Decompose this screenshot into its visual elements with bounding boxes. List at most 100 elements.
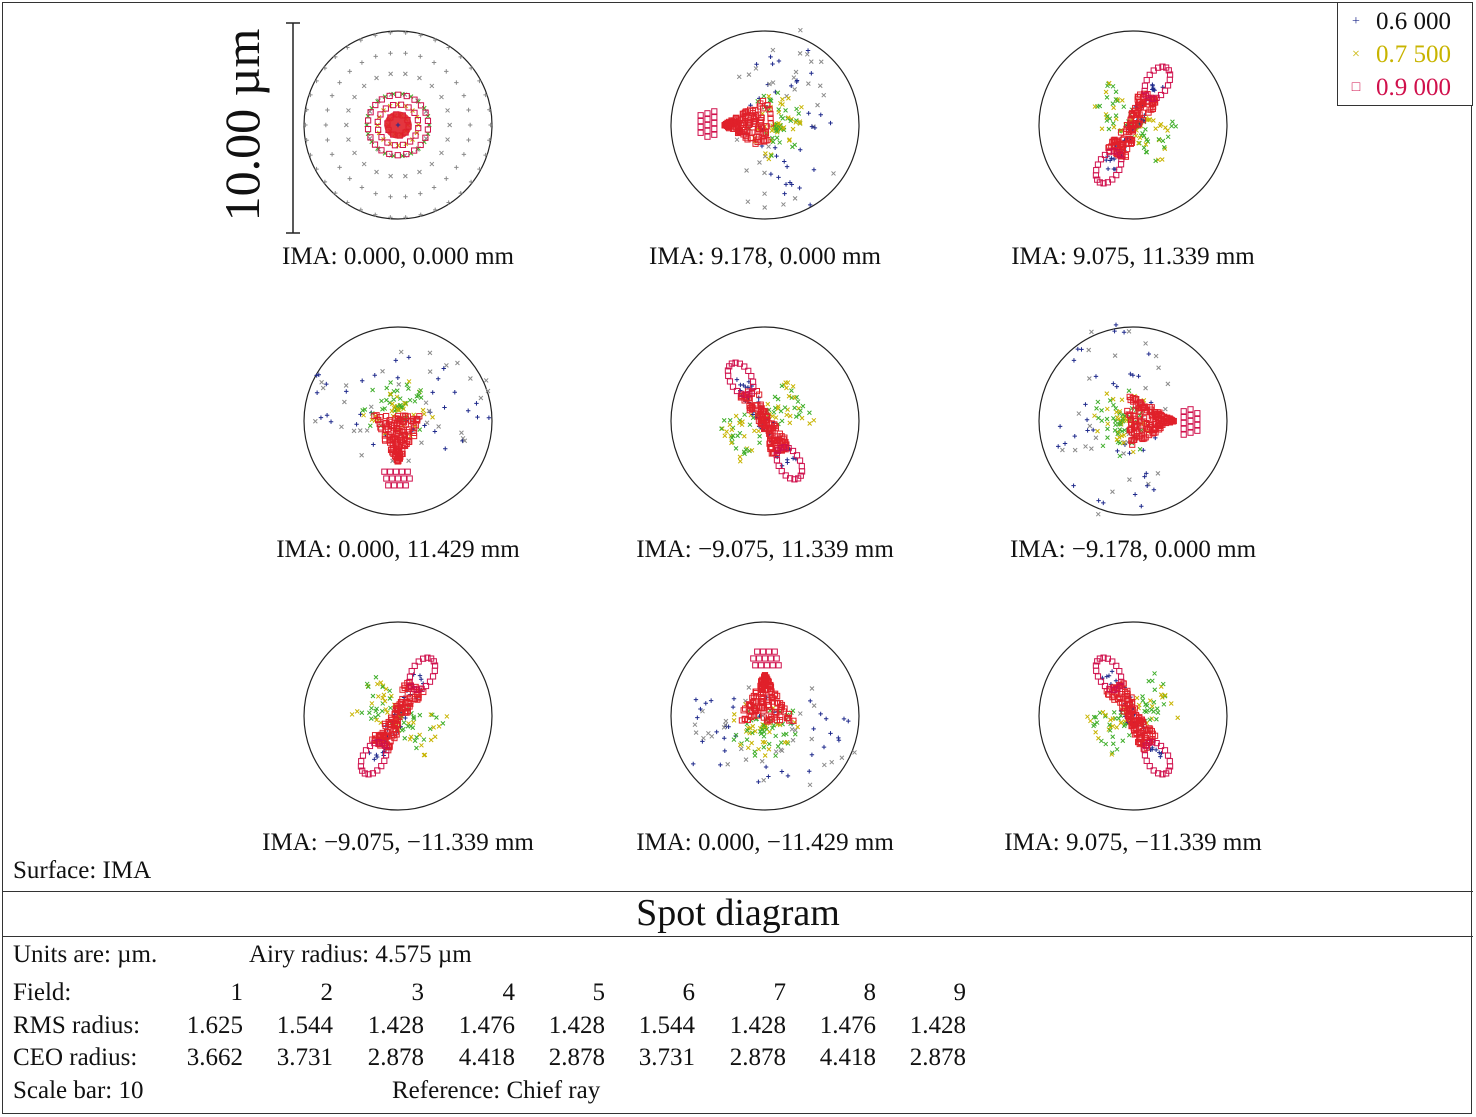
spot-point-plus: [443, 446, 448, 451]
spot-point-cross: [773, 125, 779, 131]
spot-point-cross: [387, 400, 393, 406]
spot-point-plus: [698, 706, 703, 712]
spot-point-square: [769, 429, 776, 436]
spot-point-cross: [807, 421, 813, 426]
spot-point-square: [773, 710, 780, 717]
spot-point-square: [1139, 427, 1146, 434]
spot-point-plus: [329, 93, 335, 98]
spot-point-plus: [322, 65, 328, 71]
spot-point-square: [1131, 422, 1139, 430]
spot-point-plus: [768, 54, 773, 60]
spot-point-plus: [318, 415, 324, 420]
spot-point-square: [1125, 713, 1132, 720]
spot-point-plus: [782, 191, 787, 196]
spot-point-cross: [1111, 402, 1116, 408]
spot-point-square: [1125, 128, 1132, 135]
spot-point-cross: [369, 705, 374, 711]
spot-point-plus: [373, 54, 378, 59]
spot-point-square: [1124, 407, 1131, 415]
spot-point-plus: [785, 457, 790, 462]
spot-point-plus: [691, 761, 696, 767]
spot-point-cross: [1114, 725, 1120, 730]
spot-point-square: [1187, 429, 1194, 436]
spot-point-cross: [1086, 376, 1092, 381]
spot-point-plus: [807, 769, 812, 774]
spot-point-cross: [1126, 732, 1132, 738]
spot-point-square: [1097, 156, 1105, 163]
spot-point-plus: [722, 736, 727, 741]
spot-point-cross: [346, 137, 351, 142]
spot-point-square: [406, 678, 413, 686]
spot-point-plus: [461, 93, 467, 98]
airy-disk-circle: [670, 621, 860, 811]
spot-point-cross: [1151, 699, 1157, 705]
spot-point-cross: [414, 745, 419, 751]
field-caption-8: IMA: 0.000, −11.429 mm: [636, 829, 894, 856]
spot-point-cross: [799, 104, 804, 110]
spot-point-plus: [444, 69, 449, 74]
spot-point-cross: [421, 411, 427, 417]
spot-point-cross: [398, 349, 404, 355]
spot-point-square: [750, 119, 758, 126]
spot-point-cross: [775, 396, 781, 402]
spot-point-square: [758, 685, 765, 692]
spot-point-plus: [358, 412, 363, 417]
spot-point-cross: [757, 160, 762, 165]
spot-point-plus: [1121, 330, 1127, 335]
spot-point-square: [776, 716, 784, 724]
spot-point-cross: [772, 394, 778, 400]
spot-point-square: [394, 705, 401, 713]
spot-point-plus: [794, 79, 799, 85]
spot-point-plus: [403, 51, 408, 56]
spot-point-cross: [421, 105, 427, 111]
spot-point-cross: [749, 740, 755, 746]
spot-point-cross: [351, 428, 357, 434]
spot-point-plus: [444, 176, 449, 181]
spot-point-plus: [823, 716, 829, 721]
spot-point-square: [400, 419, 407, 426]
spot-point-square: [358, 758, 365, 765]
spot-point-square: [383, 412, 390, 420]
spot-point-square: [1138, 719, 1145, 726]
spot-point-cross: [737, 420, 742, 426]
spot-point-cross: [1158, 121, 1164, 127]
spot-point-square: [392, 468, 400, 475]
spot-point-square: [766, 106, 773, 113]
spot-point-square: [761, 425, 768, 433]
spot-point-square: [1118, 682, 1125, 689]
spot-point-cross: [1162, 692, 1168, 698]
spot-point-cross: [1149, 707, 1154, 713]
spot-point-cross: [721, 418, 727, 423]
spot-point-plus: [779, 463, 785, 468]
spot-point-square: [1110, 148, 1117, 155]
spot-point-cross: [342, 399, 347, 405]
spot-point-cross: [1150, 118, 1156, 123]
spot-point-square: [378, 96, 385, 103]
spot-point-square: [771, 691, 778, 699]
spot-point-square: [754, 136, 762, 143]
spot-point-square: [431, 667, 438, 674]
spot-point-plus: [403, 30, 408, 35]
spot-point-square: [749, 378, 757, 385]
spot-point-square: [704, 121, 711, 129]
spot-point-square: [1153, 94, 1160, 101]
spot-point-cross: [796, 111, 802, 116]
spot-point-plus: [828, 731, 833, 736]
spot-point-square: [758, 662, 765, 669]
spot-point-cross: [1170, 119, 1175, 125]
spot-point-square: [1187, 412, 1194, 419]
spot-point-cross: [1114, 409, 1119, 415]
spot-point-cross: [1111, 124, 1117, 130]
airy-disk-circle: [303, 621, 493, 811]
ceo-row-label: CEO radius:: [13, 1044, 138, 1071]
spot-point-square: [697, 129, 704, 136]
spot-point-cross: [733, 413, 739, 419]
spot-point-cross: [839, 755, 845, 761]
spot-point-square: [413, 416, 420, 423]
spot-point-cross: [1136, 140, 1141, 146]
spot-point-plus: [323, 122, 329, 128]
spot-point-square: [777, 444, 784, 452]
spot-point-cross: [1159, 695, 1165, 700]
spot-point-square: [407, 138, 414, 145]
spot-point-cross: [765, 401, 771, 407]
